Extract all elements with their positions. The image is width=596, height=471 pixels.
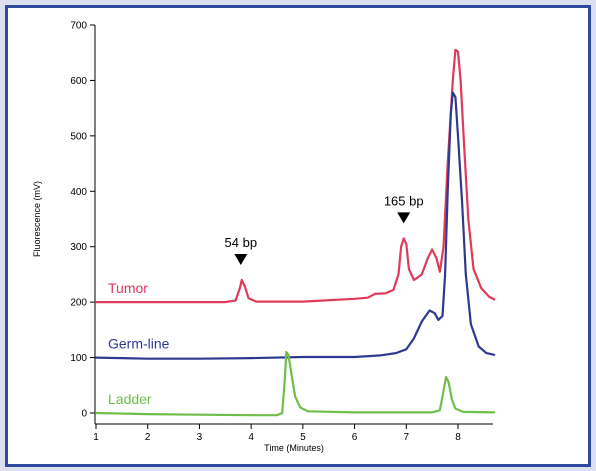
chromatogram-chart: 0 100 200 300 400 500 600 700 1 2 3 4 5 6 7 8 Time (Minu…	[32, 21, 496, 453]
x-tick-label: 4	[248, 432, 254, 443]
x-axis-label: Time (Minutes)	[264, 443, 324, 453]
series-label-germ-line: Germ-line	[108, 336, 170, 352]
series-line-ladder	[94, 350, 496, 417]
x-tick-label: 7	[404, 432, 410, 443]
series-line-germ-line	[94, 91, 496, 360]
x-tick-label: 6	[352, 432, 358, 443]
x-tick-label: 2	[145, 432, 151, 443]
series-label-ladder: Ladder	[108, 391, 152, 407]
y-tick-label: 300	[70, 242, 87, 253]
x-tick-label: 8	[455, 432, 461, 443]
y-tick-label: 500	[70, 131, 87, 142]
peak-annotation: 54 bp	[225, 235, 258, 250]
chart-frame: 0 100 200 300 400 500 600 700 1 2 3 4 5 6 7 8 Time (Minu…	[5, 5, 591, 467]
peak-annotation: 165 bp	[384, 193, 424, 208]
y-axis-label: Fluorescence (mV)	[32, 181, 42, 257]
y-tick-label: 0	[81, 409, 87, 420]
y-tick-label: 400	[70, 187, 87, 198]
series-line-tumor	[94, 48, 496, 304]
peak-marker-icon	[397, 212, 411, 224]
y-tick-label: 100	[70, 353, 87, 364]
x-tick-label: 5	[300, 432, 306, 443]
peak-marker-icon	[234, 253, 248, 265]
y-tick-label: 700	[70, 21, 87, 32]
y-tick-label: 600	[70, 76, 87, 87]
x-tick-label: 3	[197, 432, 203, 443]
y-tick-label: 200	[70, 298, 87, 309]
series-label-tumor: Tumor	[108, 280, 148, 296]
x-tick-label: 1	[93, 432, 99, 443]
